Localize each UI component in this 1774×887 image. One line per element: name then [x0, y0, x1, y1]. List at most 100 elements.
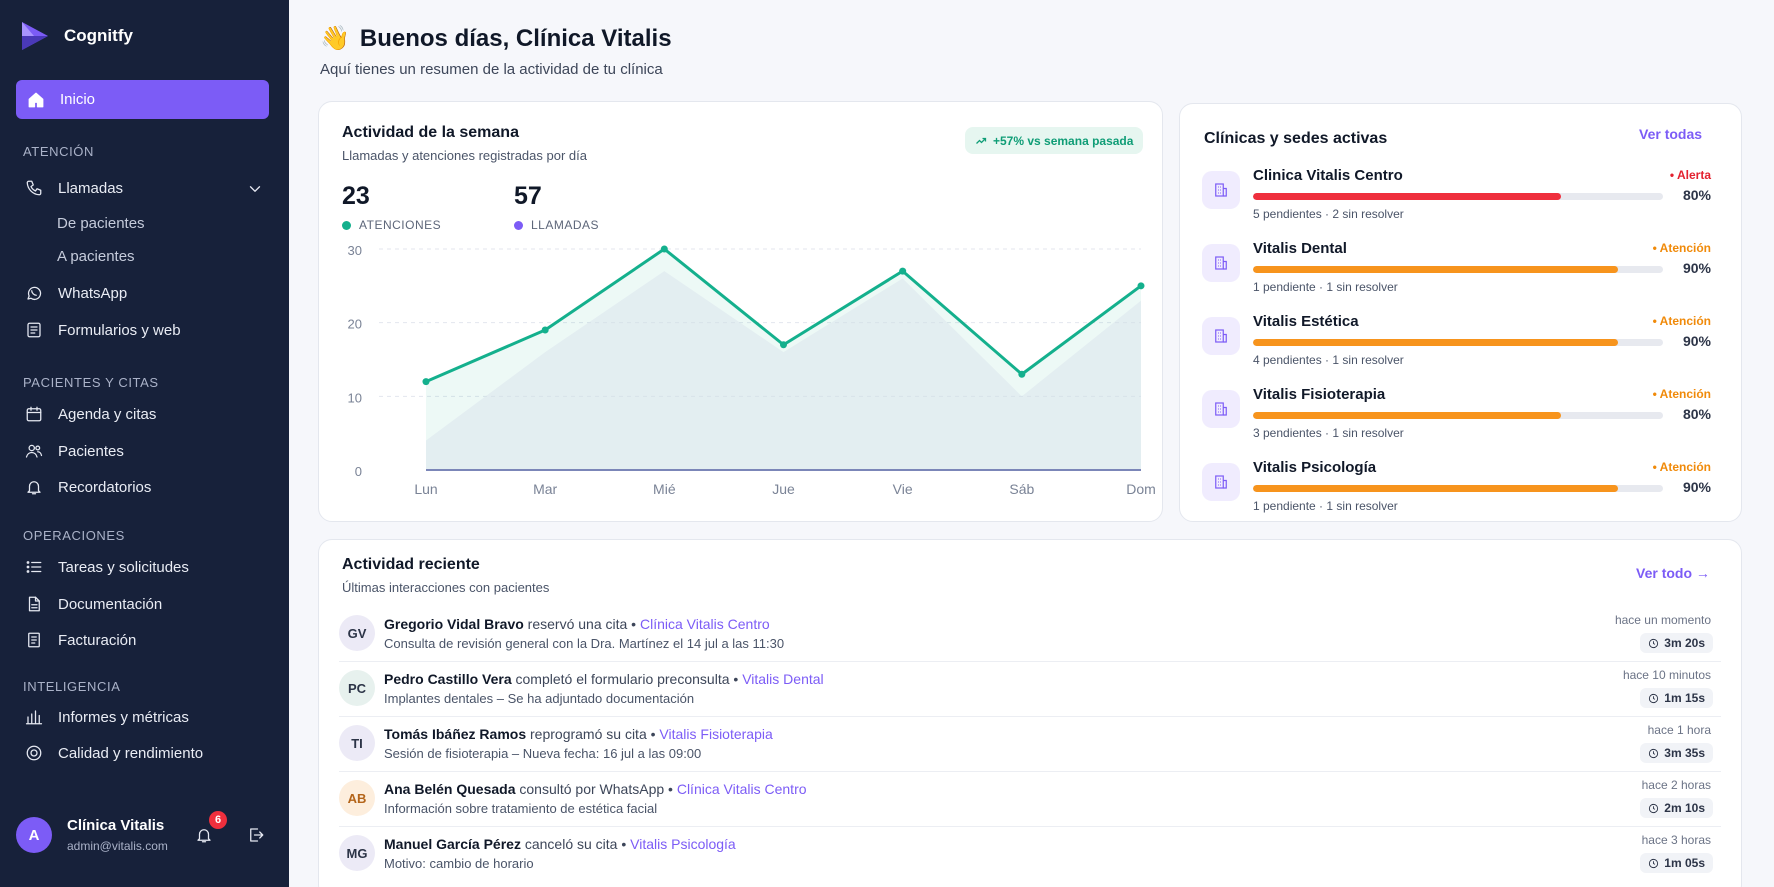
- clinic-row[interactable]: Vitalis Psicología • Atención 90% 1 pendien…: [1202, 459, 1722, 523]
- sidebar-item-facturacion[interactable]: Facturación: [24, 628, 136, 652]
- sidebar-item-whatsapp[interactable]: WhatsApp: [24, 281, 127, 305]
- wave-emoji: 👋: [320, 25, 350, 52]
- patient-name[interactable]: Gregorio Vidal Bravo: [384, 616, 524, 632]
- data-point-atenciones: [660, 245, 668, 253]
- clinic-status: • Alerta: [1669, 168, 1711, 182]
- duration-value: 3m 35s: [1664, 746, 1705, 760]
- sidebar-item-calidad[interactable]: Calidad y rendimiento: [24, 741, 203, 765]
- clinic-name: Clinica Vitalis Centro: [1253, 167, 1403, 184]
- separator: •: [646, 726, 660, 742]
- activity-row[interactable]: MG Manuel García Pérez canceló su cita • …: [339, 827, 1721, 882]
- data-point-atenciones: [422, 378, 430, 386]
- user-profile[interactable]: A Clínica Vitalis admin@vitalis.com 6: [16, 811, 276, 859]
- clinic-row[interactable]: Vitalis Dental • Atención 90% 1 pendiente ·…: [1202, 240, 1722, 304]
- card-title: Actividad de la semana: [342, 124, 519, 141]
- y-tick-label: 0: [355, 464, 362, 479]
- sidebar-item-label: Formularios y web: [58, 321, 181, 339]
- activity-row[interactable]: TI Tomás Ibáñez Ramos reprogramó su cita …: [339, 717, 1721, 772]
- notification-badge: 6: [209, 811, 227, 829]
- trend-text: +57% vs semana pasada: [993, 133, 1134, 148]
- patient-name[interactable]: Manuel García Pérez: [384, 836, 521, 852]
- sidebar-item-label: WhatsApp: [58, 284, 128, 302]
- sidebar-item-inicio[interactable]: Inicio: [16, 80, 269, 119]
- clinic-progress-bar: [1253, 339, 1663, 346]
- sidebar-item-pacientes[interactable]: Pacientes: [24, 439, 124, 463]
- notifications-bell-icon[interactable]: [194, 825, 214, 845]
- sidebar-item-tareas[interactable]: Tareas y solicitudes: [24, 555, 189, 579]
- y-tick-label: 10: [348, 390, 362, 405]
- clinic-row[interactable]: Vitalis Estética • Atención 90% 4 pendiente…: [1202, 313, 1722, 377]
- sidebar-item-formularios[interactable]: Formularios y web: [24, 318, 181, 342]
- clinic-link[interactable]: Vitalis Dental: [742, 671, 824, 687]
- legend-dot-llamadas: [514, 220, 523, 230]
- clinic-link[interactable]: Vitalis Fisioterapia: [659, 726, 773, 742]
- trend-up-icon: [976, 137, 987, 144]
- sidebar-item-recordatorios[interactable]: Recordatorios: [24, 475, 151, 499]
- view-all-activity-link[interactable]: Ver todo →: [1636, 565, 1710, 581]
- clinic-name: Vitalis Psicología: [1253, 459, 1377, 476]
- sidebar-item-label: Agenda y citas: [58, 405, 157, 423]
- activity-time: hace 10 minutos: [1622, 668, 1711, 682]
- clinic-percentage: 80%: [1682, 406, 1711, 422]
- patient-name[interactable]: Tomás Ibáñez Ramos: [384, 726, 527, 742]
- logout-icon[interactable]: [246, 825, 266, 845]
- clinic-row[interactable]: Clinica Vitalis Centro • Alerta 80% 5 pendi…: [1202, 167, 1722, 231]
- sidebar-item-label: Recordatorios: [58, 478, 152, 496]
- duration-value: 1m 15s: [1664, 691, 1705, 705]
- clinic-meta: 4 pendientes · 1 sin resolver: [1253, 353, 1404, 367]
- activity-time: hace 1 hora: [1647, 723, 1711, 737]
- duration-badge: 3m 35s: [1640, 743, 1713, 763]
- patient-avatar: AB: [339, 780, 375, 816]
- building-icon: [1202, 390, 1240, 428]
- form-icon: [24, 320, 44, 340]
- sidebar-item-llamadas[interactable]: Llamadas: [24, 176, 123, 200]
- document-icon: [24, 594, 44, 614]
- clinic-link[interactable]: Clínica Vitalis Centro: [639, 616, 770, 632]
- metric-atenciones-label: ATENCIONES: [342, 218, 441, 232]
- x-tick-label: Mar: [533, 481, 557, 497]
- activity-row[interactable]: PC Pedro Castillo Vera completó el formul…: [339, 662, 1721, 717]
- sidebar-subitem-de-pacientes[interactable]: De pacientes: [57, 215, 145, 232]
- clinic-status: • Atención: [1652, 241, 1711, 255]
- user-email: admin@vitalis.com: [67, 839, 168, 853]
- sidebar-item-documentacion[interactable]: Documentación: [24, 592, 162, 616]
- chevron-down-icon[interactable]: [245, 179, 265, 199]
- clinic-progress-fill: [1253, 412, 1561, 419]
- sidebar: Cognitfy Inicio ATENCIÓN Llamadas De pac…: [0, 0, 289, 887]
- duration-value: 3m 20s: [1664, 636, 1705, 650]
- activity-row[interactable]: GV Gregorio Vidal Bravo reservó una cita …: [339, 607, 1721, 662]
- clinic-name: Vitalis Dental: [1253, 240, 1347, 257]
- data-point-atenciones: [1137, 282, 1145, 290]
- active-clinics-card: Clínicas y sedes activas Ver todas Clini…: [1179, 103, 1742, 522]
- sidebar-subitem-a-pacientes[interactable]: A pacientes: [57, 248, 135, 265]
- brand[interactable]: Cognitfy: [20, 20, 133, 52]
- clinic-meta: 1 pendiente · 1 sin resolver: [1253, 499, 1398, 513]
- clinic-meta: 5 pendientes · 2 sin resolver: [1253, 207, 1404, 221]
- building-icon: [1202, 244, 1240, 282]
- y-tick-label: 30: [348, 243, 362, 258]
- x-tick-label: Mié: [653, 481, 676, 497]
- sidebar-item-label: Informes y métricas: [58, 708, 189, 726]
- clinic-progress-fill: [1253, 339, 1618, 346]
- patient-avatar: MG: [339, 835, 375, 871]
- page-title: 👋 Buenos días, Clínica Vitalis: [320, 24, 672, 53]
- sidebar-item-label: Llamadas: [58, 179, 124, 197]
- clinic-percentage: 90%: [1682, 260, 1711, 276]
- clinic-link[interactable]: Vitalis Psicología: [630, 836, 736, 852]
- view-all-clinics-link[interactable]: Ver todas: [1639, 126, 1703, 142]
- clinic-link[interactable]: Clínica Vitalis Centro: [676, 781, 807, 797]
- x-tick-label: Sáb: [1009, 481, 1034, 497]
- x-tick-label: Dom: [1126, 481, 1156, 497]
- sidebar-item-agenda[interactable]: Agenda y citas: [24, 402, 156, 426]
- activity-row[interactable]: AB Ana Belén Quesada consultó por WhatsAp…: [339, 772, 1721, 827]
- sidebar-item-informes[interactable]: Informes y métricas: [24, 705, 189, 729]
- legend-dot-atenciones: [342, 220, 351, 230]
- patient-name[interactable]: Pedro Castillo Vera: [384, 671, 512, 687]
- patient-name[interactable]: Ana Belén Quesada: [384, 781, 516, 797]
- clock-icon: [1649, 858, 1659, 868]
- activity-time: hace un momento: [1614, 613, 1711, 627]
- clinic-row[interactable]: Vitalis Fisioterapia • Atención 80% 3 pendi…: [1202, 386, 1722, 450]
- bell-icon: [24, 477, 44, 497]
- data-point-atenciones: [541, 326, 549, 334]
- activity-detail: Sesión de fisioterapia – Nueva fecha: 16…: [384, 746, 702, 761]
